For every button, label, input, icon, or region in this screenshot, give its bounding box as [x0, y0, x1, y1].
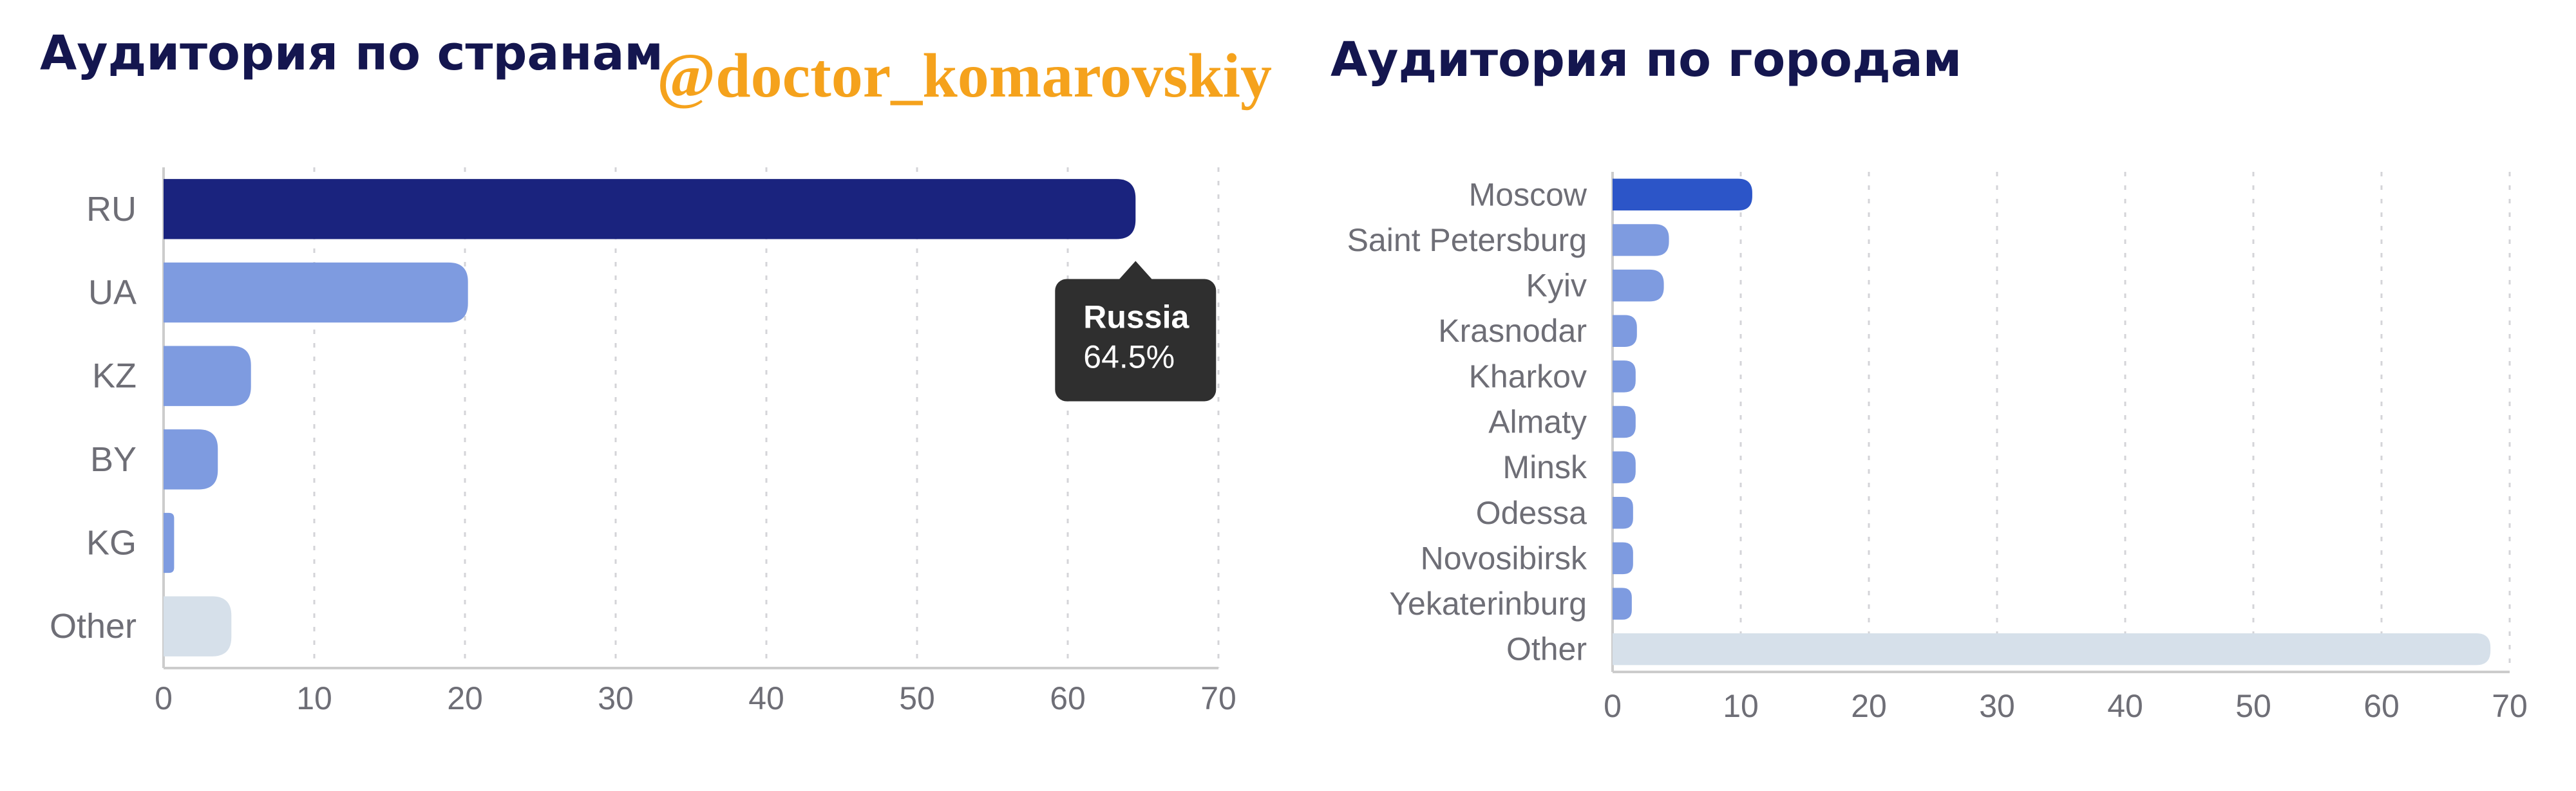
category-label: Kharkov: [1469, 358, 1587, 395]
category-label: Minsk: [1502, 449, 1587, 485]
bar-kg[interactable]: [164, 512, 175, 573]
bar-kz[interactable]: [164, 346, 251, 406]
x-tick-label: 40: [2107, 688, 2143, 724]
cities-bar-chart: 0 10 20 30 40 50 60 70 Moscow Saint Petersburg Kyi…: [1347, 172, 2528, 724]
bar-ua[interactable]: [164, 262, 468, 323]
tooltip-arrow: [1119, 261, 1153, 280]
category-label: KG: [86, 524, 137, 563]
bar-saint-petersburg[interactable]: [1613, 224, 1669, 256]
category-label: Almaty: [1488, 404, 1587, 440]
bar-kharkov[interactable]: [1613, 360, 1636, 393]
watermark-handle: @doctor_komarovskiy: [657, 41, 1273, 111]
x-tick-label: 70: [2492, 688, 2528, 724]
x-tick-label: 40: [748, 680, 784, 716]
bar-kyiv[interactable]: [1613, 269, 1664, 302]
x-tick-label: 10: [296, 680, 332, 716]
x-tick-label: 60: [1050, 680, 1086, 716]
category-label: UA: [88, 274, 137, 312]
category-label: KZ: [92, 357, 137, 395]
x-tick-label: 20: [1851, 688, 1887, 724]
bar-moscow[interactable]: [1613, 178, 1752, 211]
x-tick-label: 0: [155, 680, 173, 716]
category-label: Other: [50, 607, 137, 646]
countries-chart-title: Аудитория по странам: [40, 26, 663, 81]
bar-minsk[interactable]: [1613, 451, 1636, 483]
bar-ru[interactable]: [164, 179, 1136, 239]
category-label: Odessa: [1476, 495, 1587, 531]
category-label: Other: [1506, 631, 1587, 667]
bar-almaty[interactable]: [1613, 405, 1636, 438]
bar-novosibirsk[interactable]: [1613, 542, 1633, 575]
bar-other[interactable]: [164, 596, 232, 656]
bar-odessa[interactable]: [1613, 497, 1633, 529]
tooltip-box: [1055, 279, 1217, 402]
category-label: Kyiv: [1526, 268, 1587, 304]
tooltip: Russia 64.5%: [1055, 261, 1217, 402]
category-label: Krasnodar: [1438, 313, 1587, 349]
x-tick-label: 70: [1200, 680, 1236, 716]
cities-chart-title: Аудитория по городам: [1331, 32, 1962, 88]
category-label: Yekaterinburg: [1389, 586, 1587, 622]
tooltip-title: Russia: [1083, 299, 1189, 335]
x-tick-label: 50: [899, 680, 935, 716]
x-tick-label: 50: [2235, 688, 2271, 724]
bar-yekaterinburg[interactable]: [1613, 588, 1632, 620]
x-tick-label: 30: [1979, 688, 2015, 724]
x-tick-label: 20: [447, 680, 483, 716]
x-tick-label: 10: [1723, 688, 1759, 724]
bar-by[interactable]: [164, 429, 218, 490]
x-tick-label: 30: [598, 680, 634, 716]
tooltip-value: 64.5%: [1083, 339, 1175, 375]
x-tick-label: 60: [2363, 688, 2400, 724]
category-label: Novosibirsk: [1421, 540, 1587, 576]
category-label: Moscow: [1469, 176, 1587, 212]
category-label: Saint Petersburg: [1347, 222, 1587, 258]
bar-other[interactable]: [1613, 633, 2491, 665]
countries-bar-chart: 0 10 20 30 40 50 60 70 RU UA KZ BY KG Other Russia 64.5…: [50, 167, 1236, 716]
category-label: RU: [86, 190, 137, 228]
category-label: BY: [90, 440, 137, 479]
bar-krasnodar[interactable]: [1613, 315, 1637, 347]
x-tick-label: 0: [1604, 688, 1622, 724]
